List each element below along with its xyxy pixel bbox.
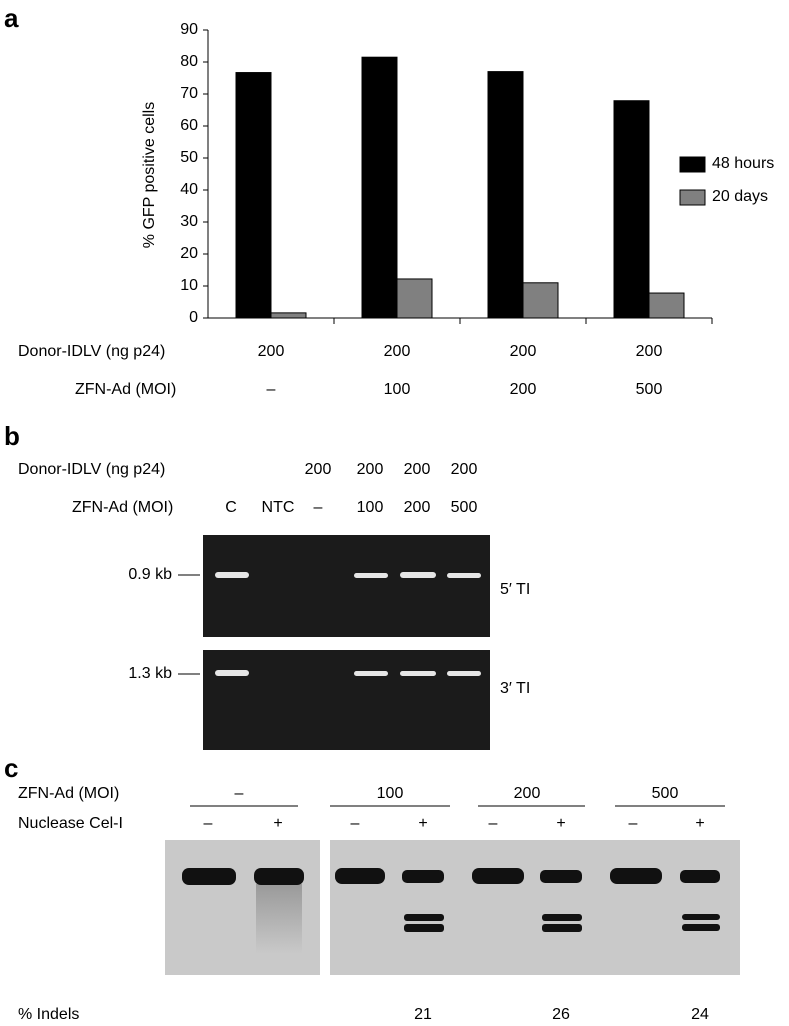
y-axis-label: % GFP positive cells bbox=[141, 102, 158, 248]
group-label: 100 bbox=[377, 785, 404, 802]
bar bbox=[613, 100, 650, 319]
lane-label: – bbox=[489, 815, 498, 832]
lane-label: + bbox=[695, 815, 704, 832]
row-value: 500 bbox=[636, 381, 663, 398]
lane-label: 200 bbox=[451, 461, 478, 478]
group-label: 500 bbox=[652, 785, 679, 802]
row-label: ZFN-Ad (MOI) bbox=[75, 381, 176, 398]
lane-label: NTC bbox=[262, 499, 295, 516]
row-label: ZFN-Ad (MOI) bbox=[18, 785, 119, 802]
y-tick-label: 70 bbox=[180, 85, 198, 102]
row-label: Donor-IDLV (ng p24) bbox=[18, 461, 165, 478]
lane-label: + bbox=[556, 815, 565, 832]
row-value: 100 bbox=[384, 381, 411, 398]
lane-label: 200 bbox=[305, 461, 332, 478]
row-value: 200 bbox=[510, 381, 537, 398]
lane-label: + bbox=[418, 815, 427, 832]
group-label: – bbox=[235, 785, 244, 802]
gel-bands bbox=[215, 572, 481, 676]
panel-label: a bbox=[4, 3, 19, 33]
panel-label: b bbox=[4, 421, 20, 451]
legend-label: 48 hours bbox=[712, 155, 774, 172]
y-tick-label: 90 bbox=[180, 21, 198, 38]
row-label: % Indels bbox=[18, 1006, 79, 1023]
y-tick-label: 10 bbox=[180, 277, 198, 294]
row-label: ZFN-Ad (MOI) bbox=[72, 499, 173, 516]
row-value: 200 bbox=[258, 343, 285, 360]
gel bbox=[330, 840, 740, 975]
y-tick-label: 30 bbox=[180, 213, 198, 230]
bar bbox=[235, 72, 272, 319]
lane-label: – bbox=[314, 499, 323, 516]
y-tick-label: 60 bbox=[180, 117, 198, 134]
lane-label: – bbox=[629, 815, 638, 832]
gel bbox=[203, 535, 490, 637]
lane-label: 500 bbox=[451, 499, 478, 516]
legend-swatch bbox=[679, 156, 706, 173]
row-value: 200 bbox=[636, 343, 663, 360]
size-marker: 1.3 kb bbox=[128, 665, 172, 682]
y-tick-label: 40 bbox=[180, 181, 198, 198]
bar bbox=[396, 278, 433, 319]
lane-label: + bbox=[273, 815, 282, 832]
lane-label: – bbox=[351, 815, 360, 832]
legend-label: 20 days bbox=[712, 188, 768, 205]
lane-label: – bbox=[204, 815, 213, 832]
y-tick-label: 20 bbox=[180, 245, 198, 262]
legend-swatch bbox=[679, 189, 706, 206]
bar bbox=[270, 312, 307, 319]
smear bbox=[256, 884, 302, 954]
category-separators bbox=[333, 318, 713, 324]
y-tick-label: 50 bbox=[180, 149, 198, 166]
y-tick-label: 0 bbox=[189, 309, 198, 326]
row-label: Donor-IDLV (ng p24) bbox=[18, 343, 165, 360]
bar bbox=[522, 282, 559, 319]
bar bbox=[487, 71, 524, 319]
lane-label: 200 bbox=[357, 461, 384, 478]
size-marker: 0.9 kb bbox=[128, 566, 172, 583]
row-value: 200 bbox=[510, 343, 537, 360]
group-label: 200 bbox=[514, 785, 541, 802]
lane-label: 200 bbox=[404, 499, 431, 516]
panel-label: c bbox=[4, 753, 18, 783]
gel-bands bbox=[182, 868, 720, 932]
y-tick-label: 80 bbox=[180, 53, 198, 70]
lane-label: 200 bbox=[404, 461, 431, 478]
gel bbox=[203, 650, 490, 750]
bar bbox=[648, 292, 685, 319]
lane-label: 100 bbox=[357, 499, 384, 516]
gel-label: 5′ TI bbox=[500, 581, 530, 598]
indel-value: 21 bbox=[414, 1006, 432, 1023]
bar bbox=[361, 56, 398, 319]
row-label: Nuclease Cel-I bbox=[18, 815, 123, 832]
indel-value: 26 bbox=[552, 1006, 570, 1023]
gel-label: 3′ TI bbox=[500, 680, 530, 697]
row-value: – bbox=[267, 381, 276, 398]
lane-label: C bbox=[225, 499, 237, 516]
indel-value: 24 bbox=[691, 1006, 709, 1023]
row-value: 200 bbox=[384, 343, 411, 360]
